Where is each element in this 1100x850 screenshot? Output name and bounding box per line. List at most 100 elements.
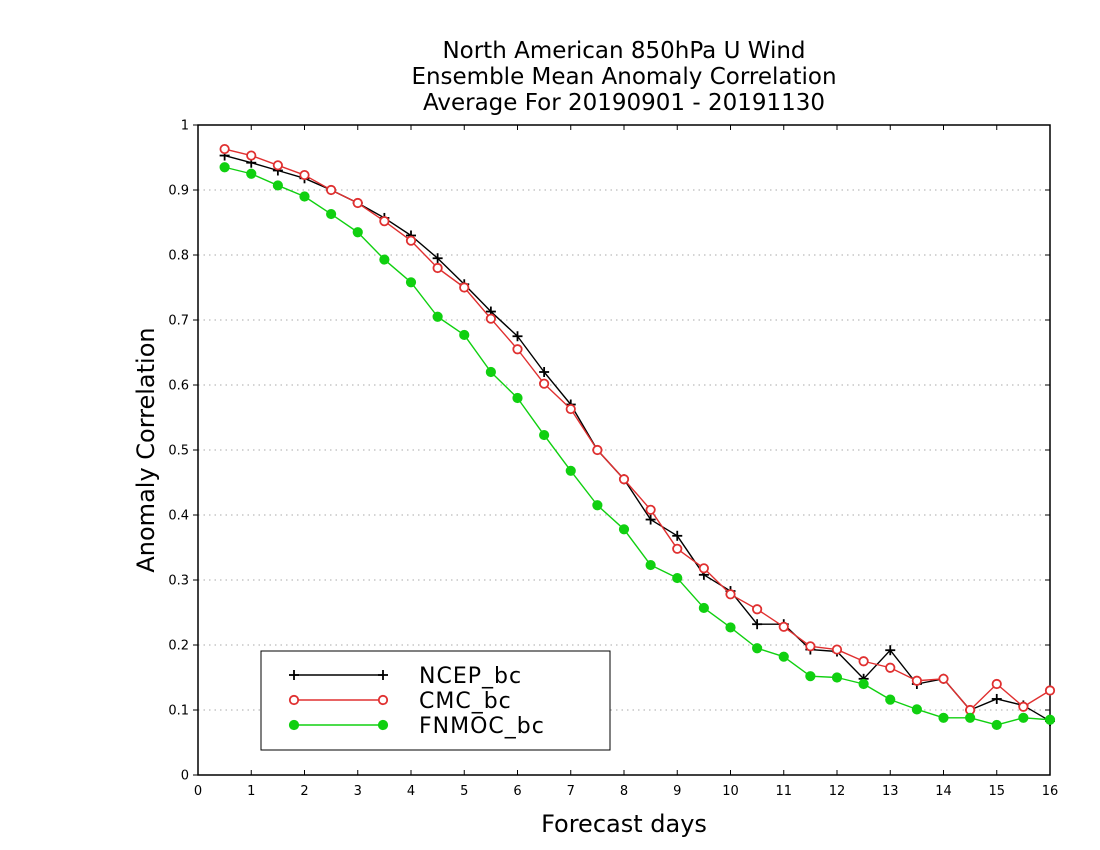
data-point-ncep-bc [645,514,656,525]
y-tick-label: 0.5 [168,444,189,459]
data-point-fnmoc-bc [965,712,976,723]
y-tick-label: 0.6 [168,379,189,394]
data-point-fnmoc-bc [592,500,603,511]
x-tick-label: 13 [882,784,899,799]
data-point-cmc-bc [831,644,843,655]
data-point-cmc-bc [512,344,523,355]
y-tick-label: 0.4 [168,509,189,524]
data-point-cmc-bc [485,313,496,324]
data-point-cmc-bc [352,197,363,209]
gridlines [198,189,1050,711]
x-tick-label: 2 [300,784,308,799]
data-point-fnmoc-bc [698,602,709,614]
y-tick-label: 0.1 [168,704,189,719]
data-point-ncep-bc [752,619,763,630]
data-point-cmc-bc [778,621,789,632]
data-point-fnmoc-bc [752,643,763,654]
data-point-cmc-bc [219,143,230,155]
series-line-cmc-bc [224,148,1051,711]
data-point-ncep-bc [885,645,896,656]
y-axis-label: Anomaly Correlation [132,327,160,572]
x-tick-label: 10 [722,784,739,799]
x-tick-label: 3 [354,784,362,799]
data-point-fnmoc-bc [1018,712,1029,723]
data-point-cmc-bc [326,184,337,196]
legend-marker [378,670,388,680]
data-point-fnmoc-bc [326,208,337,220]
y-tick-label: 0.8 [168,249,189,264]
data-point-fnmoc-bc [778,651,789,662]
data-point-fnmoc-bc [299,191,310,202]
series-cmc-bc [219,143,1056,716]
data-point-cmc-bc [698,563,709,574]
data-point-cmc-bc [885,662,896,673]
data-point-fnmoc-bc [938,712,949,723]
data-point-fnmoc-bc [432,311,443,322]
x-tick-label: 16 [1042,784,1059,799]
x-axis-label: Forecast days [541,810,707,838]
x-tick-label: 6 [513,784,521,799]
y-tick-label: 0.3 [168,574,189,589]
legend-marker [288,719,300,731]
data-point-fnmoc-bc [725,622,736,633]
legend-marker [288,694,300,706]
legend-label: CMC_bc [419,689,512,714]
data-point-fnmoc-bc [1044,714,1056,725]
legend-marker [377,694,389,706]
data-point-cmc-bc [299,169,310,181]
data-point-fnmoc-bc [858,678,869,690]
data-point-fnmoc-bc [991,719,1002,731]
data-point-cmc-bc [405,235,417,246]
data-point-fnmoc-bc [539,429,550,441]
legend-marker [289,670,299,680]
data-point-ncep-bc [432,253,443,264]
x-tick-label: 9 [673,784,681,799]
x-tick-label: 4 [407,784,415,799]
x-tick-label: 0 [194,784,202,799]
data-point-cmc-bc [1044,685,1056,696]
chart-title-line-3: Average For 20190901 - 20191130 [423,90,825,116]
legend-entry-ncep-bc: NCEP_bc [289,664,521,689]
data-point-fnmoc-bc [379,254,390,265]
data-point-cmc-bc [991,678,1002,690]
data-point-cmc-bc [725,589,736,600]
data-point-ncep-bc [672,530,683,541]
data-point-cmc-bc [592,444,603,456]
legend-entry-cmc-bc: CMC_bc [288,689,512,714]
data-point-cmc-bc [459,282,470,293]
data-point-cmc-bc [379,216,390,227]
data-point-fnmoc-bc [405,277,417,288]
data-point-fnmoc-bc [565,465,576,476]
data-point-ncep-bc [512,331,523,342]
data-point-fnmoc-bc [246,168,257,179]
data-point-fnmoc-bc [485,366,496,378]
legend-label: FNMOC_bc [419,714,545,739]
series-line-fnmoc-bc [224,166,1051,726]
data-point-fnmoc-bc [831,672,843,683]
data-point-cmc-bc [565,403,576,415]
data-point-fnmoc-bc [645,559,656,571]
data-point-fnmoc-bc [885,694,896,705]
data-point-fnmoc-bc [272,180,283,191]
chart-title-line-1: North American 850hPa U Wind [442,38,805,64]
data-point-fnmoc-bc [459,329,470,341]
x-tick-label: 7 [567,784,575,799]
y-tick-label: 0.7 [168,314,189,329]
data-point-cmc-bc [432,262,443,274]
data-point-cmc-bc [645,504,656,515]
y-tick-label: 1 [181,119,189,134]
x-axis: 0 1 2 3 4 5 6 7 8 9 10 11 12 13 14 15 16 [194,125,1058,799]
x-tick-label: 11 [775,784,792,799]
y-tick-label: 0.9 [168,184,189,199]
x-tick-label: 5 [460,784,468,799]
data-point-fnmoc-bc [911,704,922,715]
y-axis: 0 0.1 0.2 0.3 0.4 0.5 0.6 0.7 0.8 0.9 1 [168,119,1050,784]
y-tick-label: 0.2 [168,639,189,654]
series-fnmoc-bc [219,162,1056,731]
data-point-cmc-bc [938,673,949,684]
x-tick-label: 12 [829,784,846,799]
data-point-cmc-bc [752,604,763,615]
data-point-cmc-bc [539,378,550,389]
